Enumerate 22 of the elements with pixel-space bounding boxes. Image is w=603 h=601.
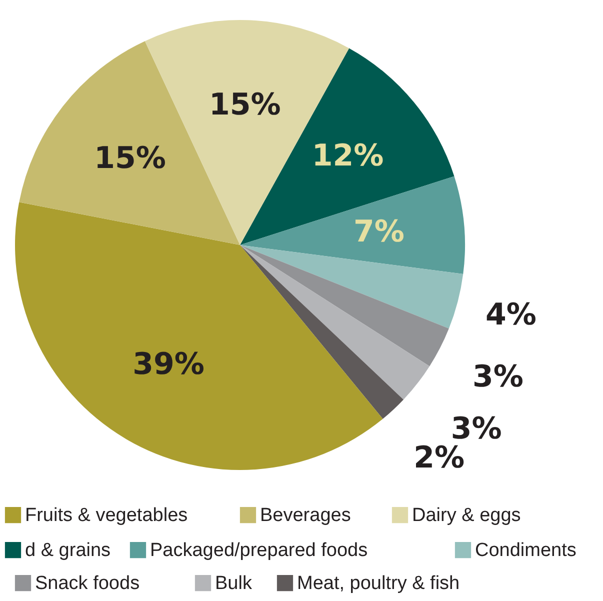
legend-label: Snack foods bbox=[35, 573, 140, 594]
pie-slice bbox=[240, 245, 404, 419]
legend-label: Fruits & vegetables bbox=[25, 505, 188, 526]
data-label: 4% bbox=[485, 298, 536, 333]
data-label: 3% bbox=[472, 360, 524, 395]
data-label: 7% bbox=[353, 214, 404, 250]
pie-slice bbox=[240, 245, 449, 366]
legend-label: Packaged/prepared foods bbox=[150, 540, 368, 561]
legend-label: Meat, poultry & fish bbox=[297, 573, 460, 594]
data-label: 39% bbox=[132, 346, 204, 382]
legend-label: d & grains bbox=[25, 540, 111, 561]
pie-slice bbox=[240, 245, 430, 400]
legend-label: Bulk bbox=[215, 573, 252, 594]
legend-label: Beverages bbox=[260, 505, 351, 526]
data-label: 12% bbox=[312, 138, 384, 174]
legend-label: Dairy & eggs bbox=[412, 505, 521, 526]
data-label: 15% bbox=[94, 141, 166, 176]
pie-slice bbox=[240, 176, 465, 274]
data-label: 2% bbox=[414, 440, 465, 476]
data-label: 15% bbox=[208, 88, 281, 123]
pie-slice bbox=[240, 245, 464, 329]
legend-label: Condiments bbox=[475, 540, 576, 561]
